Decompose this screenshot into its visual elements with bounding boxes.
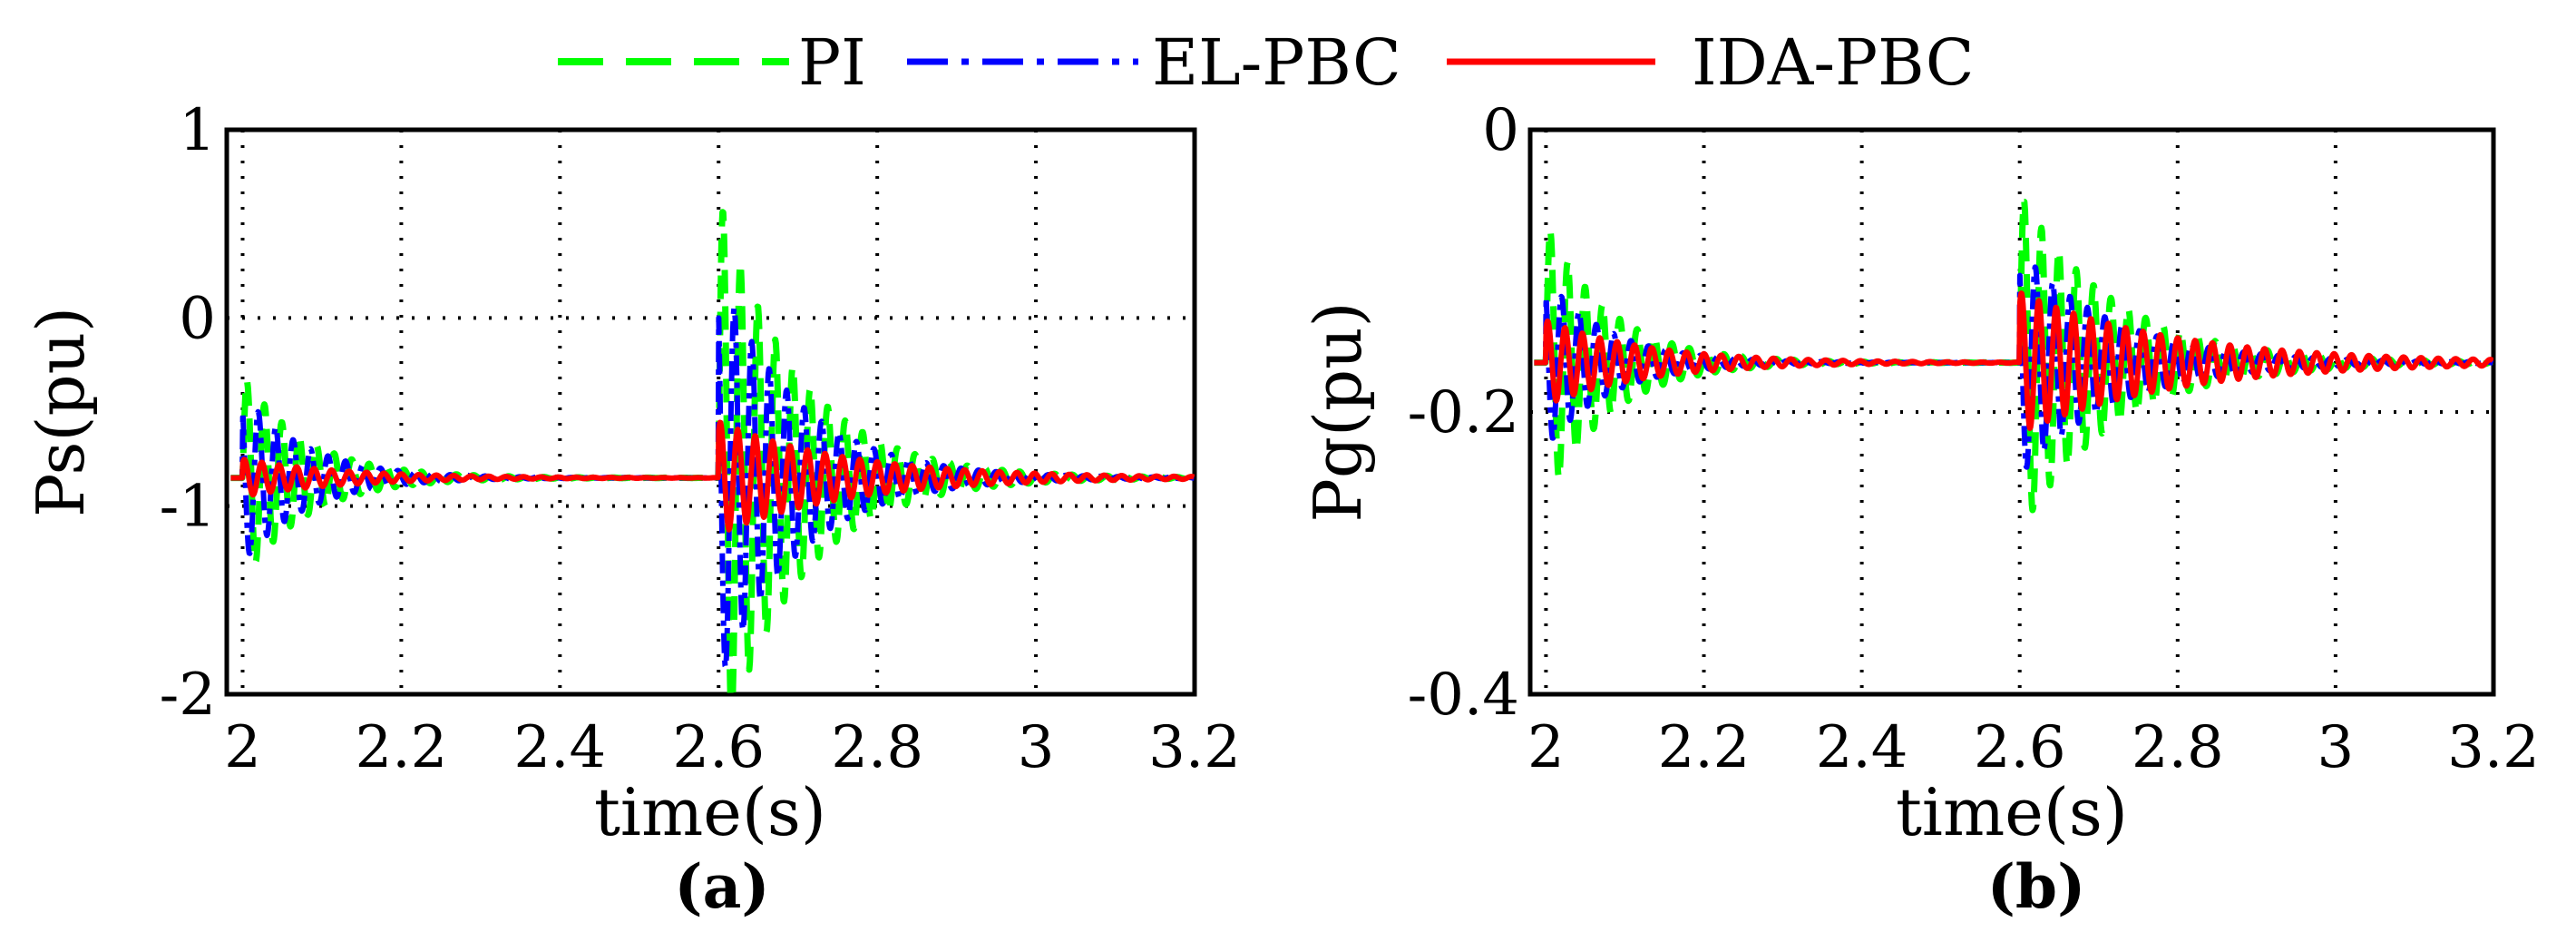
y-tick-label-a-3: 1 xyxy=(179,97,216,164)
y-tick-label-a-0: -2 xyxy=(160,662,216,729)
x-tick-label-b-5: 3 xyxy=(2317,714,2355,781)
x-tick-label-b-1: 2.2 xyxy=(1658,714,1751,781)
x-tick-label-b-6: 3.2 xyxy=(2447,714,2540,781)
chart-panel-b: 2 2.2 2.4 2.6 2.8 3 3.2 -0.4 -0.2 0 time(s) Pg(p… xyxy=(1300,97,2540,922)
x-tick-labels-a: 2 2.2 2.4 2.6 2.8 3 3.2 xyxy=(224,714,1241,781)
y-tick-label-b-1: -0.2 xyxy=(1408,379,1519,446)
panel-caption-a: (a) xyxy=(674,851,769,922)
panel-caption-b: (b) xyxy=(1987,851,2086,922)
x-tick-label-a-6: 3.2 xyxy=(1148,714,1241,781)
x-tick-label-a-2: 2.4 xyxy=(513,714,606,781)
series-layer-b xyxy=(1531,198,2493,514)
legend-label-el-pbc: EL-PBC xyxy=(1152,25,1401,100)
x-tick-label-b-2: 2.4 xyxy=(1816,714,1908,781)
y-tick-label-a-1: -1 xyxy=(160,474,216,541)
legend-label-ida-pbc: IDA-PBC xyxy=(1692,25,1974,100)
y-tick-labels-b: -0.4 -0.2 0 xyxy=(1408,97,1519,729)
x-tick-label-a-4: 2.8 xyxy=(831,714,923,781)
x-tick-label-a-1: 2.2 xyxy=(356,714,448,781)
x-axis-label-a: time(s) xyxy=(594,774,826,850)
x-tick-label-a-0: 2 xyxy=(224,714,261,781)
x-tick-label-b-4: 2.8 xyxy=(2132,714,2224,781)
grid-a xyxy=(227,130,1195,694)
series-line-b-ida-pbc xyxy=(1532,290,2493,432)
grid-b xyxy=(1530,130,2493,694)
y-axis-label-b: Pg(pu) xyxy=(1300,301,1376,522)
legend: PI EL-PBC IDA-PBC xyxy=(558,25,1974,100)
x-tick-labels-b: 2 2.2 2.4 2.6 2.8 3 3.2 xyxy=(1527,714,2540,781)
legend-label-pi: PI xyxy=(798,25,866,100)
series-layer-a xyxy=(228,209,1195,694)
y-axis-label-a: Ps(pu) xyxy=(23,307,99,517)
y-tick-label-b-2: 0 xyxy=(1482,97,1519,164)
x-axis-label-b: time(s) xyxy=(1896,774,2128,850)
x-tick-label-b-3: 2.6 xyxy=(1974,714,2066,781)
x-tick-label-b-0: 2 xyxy=(1527,714,1565,781)
plot-area-a xyxy=(224,127,1197,697)
series-line-a-ida-pbc xyxy=(229,419,1195,533)
x-tick-label-a-5: 3 xyxy=(1018,714,1055,781)
y-tick-label-a-2: 0 xyxy=(179,285,216,352)
y-tick-labels-a: -2 -1 0 1 xyxy=(160,97,216,729)
series-line-a-pi xyxy=(228,209,1195,694)
x-tick-label-a-3: 2.6 xyxy=(672,714,765,781)
y-tick-label-b-0: -0.4 xyxy=(1408,662,1519,729)
chart-panel-a: 2 2.2 2.4 2.6 2.8 3 3.2 -2-101 time(s) Ps(pu) … xyxy=(23,97,1241,922)
